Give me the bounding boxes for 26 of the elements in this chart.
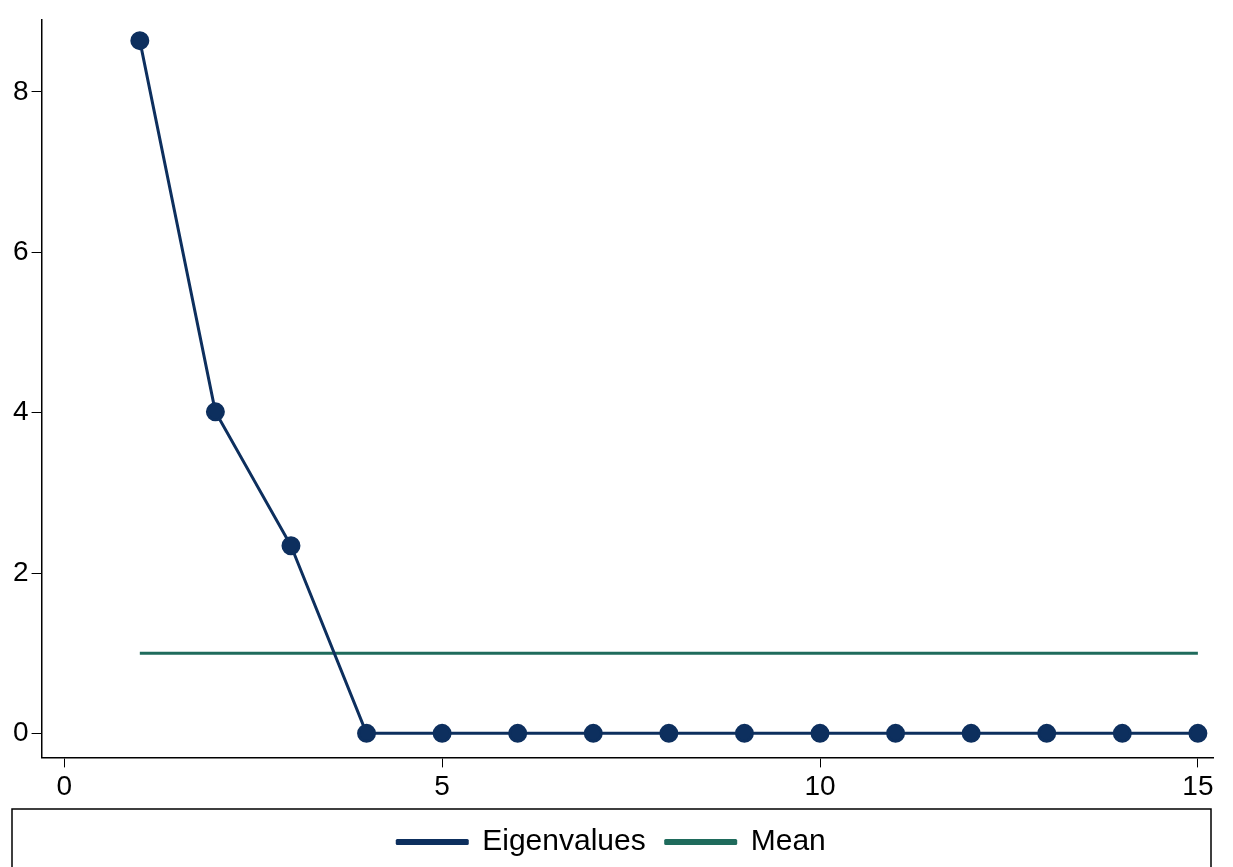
point <box>1037 723 1057 743</box>
x-tick-label: 0 <box>56 769 73 801</box>
point <box>281 536 301 556</box>
point <box>810 723 830 743</box>
point <box>734 723 754 743</box>
y-tick-label: 4 <box>12 395 29 427</box>
point <box>1112 723 1132 743</box>
x-tick-label: 15 <box>1182 769 1214 801</box>
point <box>961 723 981 743</box>
point <box>130 31 150 51</box>
x-tick-label: 5 <box>434 769 450 801</box>
legend-label: Eigenvalues <box>482 823 646 857</box>
point <box>1188 723 1208 743</box>
point <box>205 402 225 422</box>
y-tick-label: 8 <box>12 74 29 106</box>
x-tick-label: 10 <box>804 769 836 801</box>
y-tick-label: 6 <box>12 235 29 267</box>
point <box>357 723 377 743</box>
point <box>508 723 528 743</box>
y-tick-label: 0 <box>12 716 29 748</box>
point <box>583 723 603 743</box>
y-tick-label: 2 <box>12 555 29 587</box>
point <box>432 723 452 743</box>
point <box>886 723 906 743</box>
point <box>659 723 679 743</box>
legend-label: Mean <box>750 823 826 857</box>
